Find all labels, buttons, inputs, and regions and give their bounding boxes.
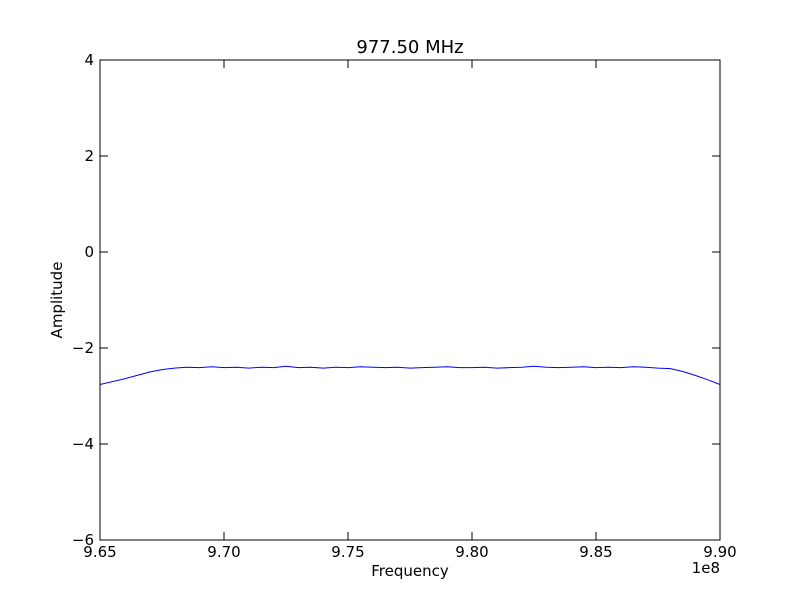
y-tick-label: 0 <box>84 243 94 261</box>
y-tick-label: 4 <box>84 51 94 69</box>
axis-ticks: 9.65 9.70 9.75 9.80 9.85 9.90 −6 −4 −2 0 2 4 <box>72 51 737 561</box>
x-tick-label: 9.70 <box>207 543 240 561</box>
plot-area <box>99 365 721 385</box>
series-line-0 <box>99 365 721 385</box>
x-tick-label: 9.85 <box>579 543 612 561</box>
x-tick-label: 9.75 <box>331 543 364 561</box>
x-axis-label: Frequency <box>371 562 449 580</box>
y-tick-label: −6 <box>72 531 94 549</box>
x-tick-label: 9.90 <box>703 543 736 561</box>
y-tick-label: −4 <box>72 435 94 453</box>
chart-title: 977.50 MHz <box>356 37 463 58</box>
y-tick-label: −2 <box>72 339 94 357</box>
y-tick-label: 2 <box>84 147 94 165</box>
y-axis-label: Amplitude <box>48 262 66 339</box>
x-tick-label: 9.80 <box>455 543 488 561</box>
axes-frame <box>99 59 721 541</box>
x-tick-label: 9.65 <box>83 543 116 561</box>
x-axis-offset-label: 1e8 <box>692 559 720 577</box>
